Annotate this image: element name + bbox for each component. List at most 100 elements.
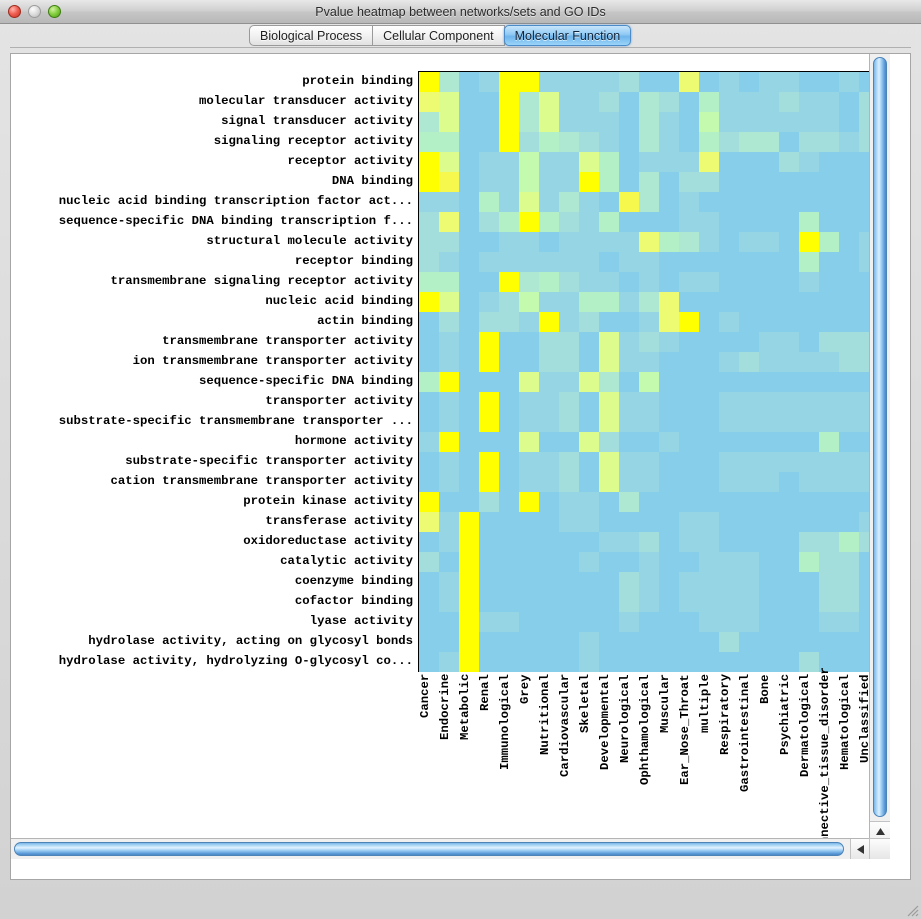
heatmap-cell[interactable]	[439, 392, 459, 412]
heatmap-cell[interactable]	[459, 412, 479, 432]
heatmap-cell[interactable]	[479, 132, 499, 152]
heatmap-cell[interactable]	[439, 112, 459, 132]
heatmap-cell[interactable]	[599, 352, 619, 372]
heatmap-cell[interactable]	[799, 632, 819, 652]
heatmap-cell[interactable]	[439, 452, 459, 472]
heatmap-cell[interactable]	[419, 332, 439, 352]
heatmap-cell[interactable]	[579, 292, 599, 312]
heatmap-cell[interactable]	[639, 492, 659, 512]
heatmap-cell[interactable]	[759, 252, 779, 272]
heatmap-cell[interactable]	[599, 632, 619, 652]
heatmap-cell[interactable]	[599, 532, 619, 552]
heatmap-cell[interactable]	[459, 292, 479, 312]
heatmap-cell[interactable]	[459, 272, 479, 292]
heatmap-cell[interactable]	[459, 112, 479, 132]
heatmap-cell[interactable]	[619, 132, 639, 152]
minimize-button[interactable]	[28, 5, 41, 18]
heatmap-cell[interactable]	[799, 452, 819, 472]
heatmap-cell[interactable]	[619, 652, 639, 672]
heatmap-cell[interactable]	[479, 632, 499, 652]
heatmap-cell[interactable]	[639, 292, 659, 312]
heatmap-cell[interactable]	[539, 212, 559, 232]
horizontal-scrollbar-thumb[interactable]	[14, 842, 844, 856]
heatmap-cell[interactable]	[419, 272, 439, 292]
heatmap-cell[interactable]	[439, 232, 459, 252]
heatmap-cell[interactable]	[659, 192, 679, 212]
heatmap-cell[interactable]	[699, 252, 719, 272]
heatmap-cell[interactable]	[759, 592, 779, 612]
heatmap-cell[interactable]	[759, 272, 779, 292]
heatmap-cell[interactable]	[679, 392, 699, 412]
heatmap-cell[interactable]	[719, 152, 739, 172]
heatmap-cell[interactable]	[699, 452, 719, 472]
heatmap-cell[interactable]	[779, 632, 799, 652]
heatmap-cell[interactable]	[739, 72, 759, 92]
heatmap-cell[interactable]	[499, 512, 519, 532]
heatmap-cell[interactable]	[559, 512, 579, 532]
heatmap-cell[interactable]	[839, 252, 859, 272]
heatmap-cell[interactable]	[419, 592, 439, 612]
heatmap-cell[interactable]	[439, 212, 459, 232]
heatmap-cell[interactable]	[799, 512, 819, 532]
heatmap-cell[interactable]	[699, 352, 719, 372]
heatmap-cell[interactable]	[539, 92, 559, 112]
heatmap-cell[interactable]	[679, 612, 699, 632]
heatmap-cell[interactable]	[719, 352, 739, 372]
heatmap-cell[interactable]	[679, 592, 699, 612]
heatmap-cell[interactable]	[639, 152, 659, 172]
heatmap-cell[interactable]	[579, 112, 599, 132]
tab-molecular-function[interactable]: Molecular Function	[503, 25, 632, 46]
heatmap-cell[interactable]	[559, 152, 579, 172]
heatmap-cell[interactable]	[699, 412, 719, 432]
heatmap-cell[interactable]	[419, 132, 439, 152]
heatmap-cell[interactable]	[559, 532, 579, 552]
heatmap-cell[interactable]	[479, 572, 499, 592]
heatmap-cell[interactable]	[819, 652, 839, 672]
heatmap-cell[interactable]	[459, 72, 479, 92]
heatmap-cell[interactable]	[779, 212, 799, 232]
heatmap-cell[interactable]	[619, 332, 639, 352]
heatmap-cell[interactable]	[559, 272, 579, 292]
heatmap-cell[interactable]	[439, 252, 459, 272]
heatmap-cell[interactable]	[559, 172, 579, 192]
heatmap-cell[interactable]	[559, 652, 579, 672]
heatmap-cell[interactable]	[419, 312, 439, 332]
heatmap-cell[interactable]	[739, 192, 759, 212]
heatmap-cell[interactable]	[519, 512, 539, 532]
heatmap-cell[interactable]	[659, 252, 679, 272]
heatmap-cell[interactable]	[599, 112, 619, 132]
heatmap-cell[interactable]	[579, 532, 599, 552]
heatmap-cell[interactable]	[479, 72, 499, 92]
heatmap-cell[interactable]	[639, 572, 659, 592]
heatmap-cell[interactable]	[739, 332, 759, 352]
heatmap-cell[interactable]	[519, 152, 539, 172]
heatmap-cell[interactable]	[519, 472, 539, 492]
heatmap-cell[interactable]	[719, 272, 739, 292]
heatmap-cell[interactable]	[659, 432, 679, 452]
heatmap-cell[interactable]	[739, 312, 759, 332]
heatmap-cell[interactable]	[499, 172, 519, 192]
heatmap-cell[interactable]	[659, 552, 679, 572]
heatmap-cell[interactable]	[599, 472, 619, 492]
heatmap-cell[interactable]	[719, 292, 739, 312]
heatmap-cell[interactable]	[739, 452, 759, 472]
heatmap-cell[interactable]	[719, 572, 739, 592]
heatmap-cell[interactable]	[579, 592, 599, 612]
heatmap-cell[interactable]	[659, 232, 679, 252]
heatmap-cell[interactable]	[799, 252, 819, 272]
heatmap-cell[interactable]	[679, 332, 699, 352]
heatmap-cell[interactable]	[659, 472, 679, 492]
heatmap-cell[interactable]	[839, 592, 859, 612]
heatmap-cell[interactable]	[539, 552, 559, 572]
heatmap-cell[interactable]	[799, 592, 819, 612]
heatmap-cell[interactable]	[839, 452, 859, 472]
heatmap-cell[interactable]	[499, 472, 519, 492]
heatmap-cell[interactable]	[619, 452, 639, 472]
heatmap-cell[interactable]	[599, 172, 619, 192]
heatmap-cell[interactable]	[559, 192, 579, 212]
heatmap-cell[interactable]	[519, 212, 539, 232]
heatmap-cell[interactable]	[439, 272, 459, 292]
heatmap-cell[interactable]	[799, 392, 819, 412]
heatmap-cell[interactable]	[519, 412, 539, 432]
heatmap-cell[interactable]	[599, 492, 619, 512]
